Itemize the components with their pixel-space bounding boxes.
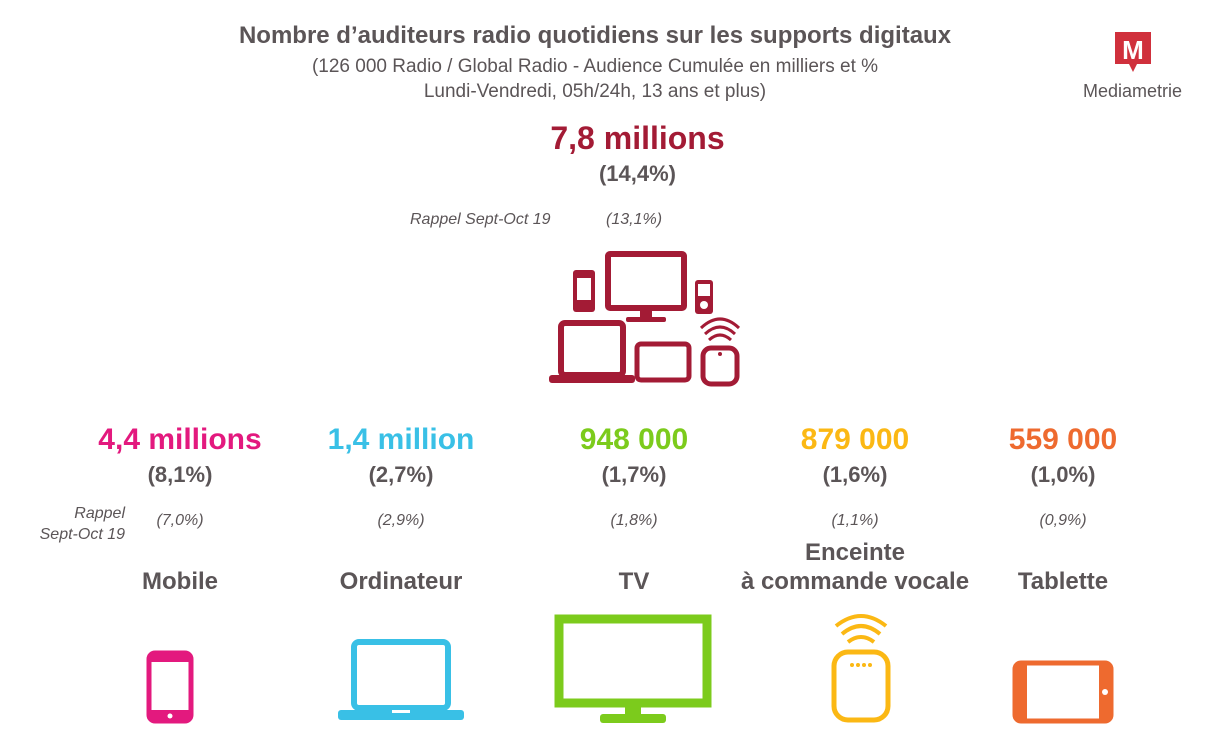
mediametrie-logo: M Mediametrie — [1070, 30, 1195, 102]
tablette-rappel: (0,9%) — [1039, 512, 1087, 529]
total-rappel-label: Rappel Sept-Oct 19 — [410, 211, 551, 228]
total-value: 7,8 millions — [550, 120, 725, 156]
page-subtitle: (126 000 Radio / Global Radio - Audience… — [0, 54, 1190, 104]
device-column-tv: 948 000 (1,7%) (1,8%) TV — [519, 420, 749, 595]
total-percentage: (14,4%) — [598, 161, 677, 186]
tv-percentage: (1,7%) — [601, 462, 667, 487]
rappel-side-line-2: Sept-Oct 19 — [39, 526, 125, 543]
smart-speaker-icon — [831, 614, 891, 723]
ordinateur-rappel: (2,9%) — [377, 512, 425, 529]
mobile-percentage: (8,1%) — [147, 462, 213, 487]
device-column-mobile: 4,4 millions (8,1%) (7,0%) Mobile — [65, 420, 295, 595]
mobile-rappel: (7,0%) — [156, 512, 204, 529]
tv-icon — [554, 614, 712, 723]
smartphone-icon — [146, 650, 194, 724]
subtitle-line-1: (126 000 Radio / Global Radio - Audience… — [311, 56, 879, 77]
tablette-percentage: (1,0%) — [1030, 462, 1096, 487]
tv-value: 948 000 — [579, 423, 689, 456]
subtitle-line-2: Lundi-Vendredi, 05h/24h, 13 ans et plus) — [423, 81, 767, 102]
total-rappel-value: (13,1%) — [606, 211, 663, 228]
mobile-value: 4,4 millions — [98, 423, 262, 456]
device-column-enceinte: 879 000 (1,6%) (1,1%) Enceinte à command… — [740, 420, 970, 595]
enceinte-value: 879 000 — [800, 423, 910, 456]
tv-label: TV — [618, 568, 650, 595]
tablette-value: 559 000 — [1008, 423, 1118, 456]
enceinte-rappel: (1,1%) — [831, 512, 879, 529]
enceinte-label: Enceinte à commande vocale — [740, 538, 970, 596]
enceinte-label-line-2: à commande vocale — [740, 568, 970, 595]
enceinte-percentage: (1,6%) — [822, 462, 888, 487]
device-column-ordinateur: 1,4 million (2,7%) (2,9%) Ordinateur — [286, 420, 516, 595]
logo-name: Mediametrie — [1082, 81, 1183, 101]
rappel-side-label: Rappel Sept-Oct 19 — [20, 503, 125, 545]
mediametrie-logo-icon: M — [1114, 32, 1151, 72]
ordinateur-value: 1,4 million — [327, 423, 475, 456]
ordinateur-percentage: (2,7%) — [368, 462, 434, 487]
mobile-label: Mobile — [142, 568, 218, 595]
multi-devices-icon — [549, 251, 741, 387]
ordinateur-label: Ordinateur — [339, 568, 463, 595]
rappel-side-line-1: Rappel — [74, 505, 125, 522]
enceinte-label-line-1: Enceinte — [804, 539, 906, 566]
laptop-icon — [338, 639, 464, 720]
logo-letter: M — [1122, 35, 1144, 65]
tv-rappel: (1,8%) — [610, 512, 658, 529]
device-column-tablette: 559 000 (1,0%) (0,9%) Tablette — [948, 420, 1178, 595]
tablette-label: Tablette — [1017, 568, 1109, 595]
page-title: Nombre d’auditeurs radio quotidiens sur … — [238, 22, 952, 49]
tablet-icon — [1012, 660, 1114, 724]
